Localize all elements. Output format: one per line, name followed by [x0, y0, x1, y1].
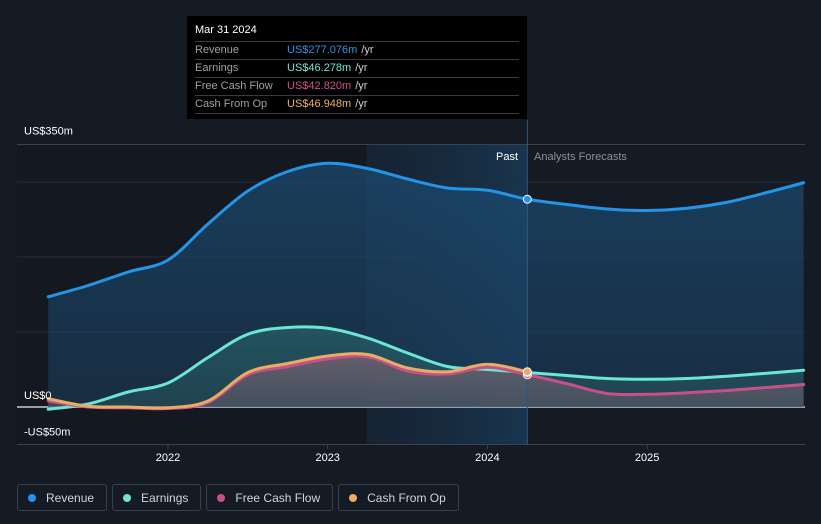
legend-label: Earnings [141, 490, 189, 505]
revenue-dot-icon [28, 493, 36, 502]
free-cash-flow-dot-icon [217, 493, 226, 502]
tooltip-row-revenue: Revenue US$277.076m /yr [195, 42, 519, 60]
revenue-line [46, 161, 806, 299]
tooltip-label: Free Cash Flow [195, 80, 273, 92]
x-tick-label: 2025 [635, 452, 659, 464]
legend-label: Cash From Op [367, 490, 446, 505]
earnings-line [46, 325, 806, 411]
earnings-dot-icon [123, 493, 132, 502]
tooltip-label: Cash From Op [195, 98, 268, 110]
tooltip-row-earnings: Earnings US$46.278m /yr [195, 60, 519, 78]
tooltip-value: US$46.948m [287, 98, 352, 110]
x-tick-label: 2022 [156, 452, 180, 464]
y-tick-label: US$350m [24, 126, 73, 138]
past-label: Past [496, 151, 518, 163]
tooltip-label: Earnings [195, 62, 239, 74]
tooltip-row-cash-from-op: Cash From Op US$46.948m /yr [195, 96, 519, 114]
tooltip-label: Revenue [195, 44, 240, 56]
revenue-marker [522, 194, 532, 204]
tooltip-unit: /yr [355, 62, 368, 74]
legend-label: Free Cash Flow [235, 490, 321, 505]
legend: Revenue Earnings Free Cash Flow Cash Fro… [17, 484, 459, 511]
x-tick-label: 2023 [315, 452, 339, 464]
legend-item-revenue[interactable]: Revenue [17, 484, 108, 511]
legend-item-free-cash-flow[interactable]: Free Cash Flow [206, 484, 334, 511]
legend-item-earnings[interactable]: Earnings [112, 484, 202, 511]
forecast-label: Analysts Forecasts [534, 151, 627, 163]
tooltip-unit: /yr [355, 80, 368, 92]
y-tick-label: -US$50m [24, 427, 70, 439]
y-tick-label: US$0 [24, 390, 52, 402]
tooltip-row-free-cash-flow: Free Cash Flow US$42.820m /yr [195, 78, 519, 96]
tooltip-unit: /yr [355, 98, 368, 110]
tooltip-date: Mar 31 2024 [195, 24, 519, 42]
cash-from-op-line [46, 352, 529, 410]
legend-item-cash-from-op[interactable]: Cash From Op [338, 484, 459, 511]
cash-from-op-marker [522, 367, 532, 377]
tooltip-value: US$42.820m [287, 80, 352, 92]
legend-label: Revenue [46, 490, 95, 505]
cash-from-op-dot-icon [349, 493, 358, 502]
tooltip-value: US$46.278m [287, 62, 352, 74]
x-tick-label: 2024 [475, 452, 499, 464]
tooltip: Mar 31 2024 Revenue US$277.076m /yr Earn… [187, 16, 527, 119]
tooltip-value: US$277.076m [287, 44, 358, 56]
tooltip-unit: /yr [361, 44, 374, 56]
